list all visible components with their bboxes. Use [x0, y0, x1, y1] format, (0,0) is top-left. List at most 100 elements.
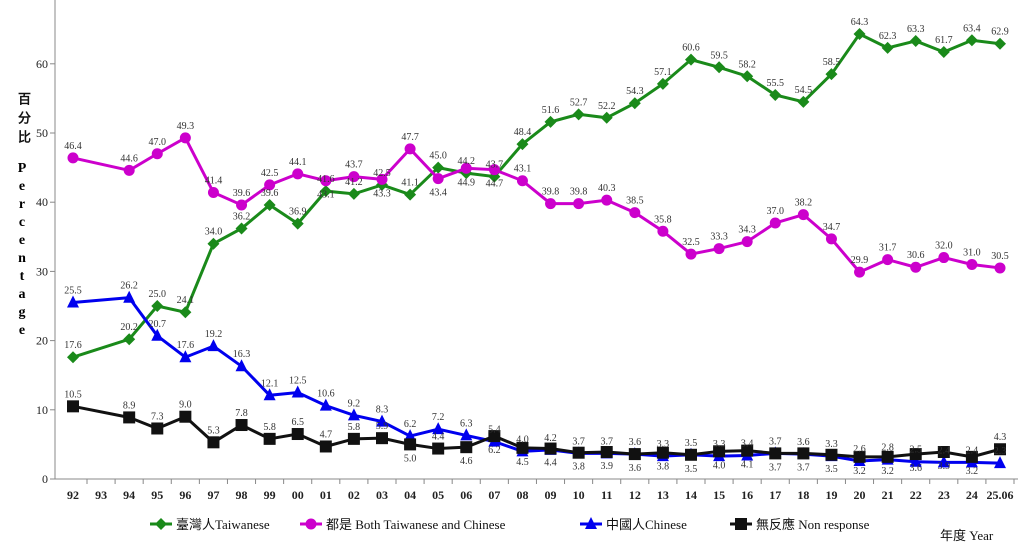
data-label: 4.0 — [713, 460, 726, 471]
data-point — [516, 138, 529, 151]
data-label: 4.1 — [741, 460, 754, 471]
y-axis-label-letter: e — [19, 323, 25, 338]
data-point — [601, 194, 613, 206]
data-label: 2.3 — [994, 446, 1007, 457]
data-label: 3.9 — [938, 461, 951, 472]
x-tick-label: 09 — [545, 488, 557, 502]
data-label: 39.6 — [261, 188, 279, 199]
data-label: 10.6 — [317, 389, 335, 400]
data-point — [657, 225, 669, 237]
data-point — [909, 448, 922, 461]
y-axis-label-letter: n — [18, 251, 26, 266]
data-point — [994, 37, 1006, 50]
data-point — [179, 306, 192, 319]
data-label: 47.7 — [401, 132, 419, 143]
data-label: 3.6 — [909, 463, 922, 474]
data-point — [797, 209, 809, 221]
data-label: 5.8 — [348, 422, 361, 433]
data-label: 3.8 — [572, 462, 585, 473]
data-label: 52.2 — [598, 101, 616, 112]
data-label: 59.5 — [710, 50, 728, 61]
y-axis-label-letter: t — [20, 269, 25, 284]
data-label: 41.4 — [205, 176, 223, 187]
data-label: 8.3 — [376, 405, 389, 416]
y-tick-label: 60 — [36, 57, 48, 71]
data-label: 2.4 — [966, 445, 979, 456]
data-label: 5.0 — [404, 453, 417, 464]
data-label: 7.2 — [432, 412, 445, 423]
x-tick-label: 22 — [910, 488, 922, 502]
data-label: 3.3 — [825, 439, 838, 450]
x-tick-label: 13 — [657, 488, 669, 502]
data-point — [797, 447, 810, 460]
data-label: 44.9 — [458, 177, 476, 188]
data-point — [769, 447, 782, 460]
data-label: 5.3 — [207, 425, 220, 436]
data-point — [545, 198, 557, 210]
data-label: 43.4 — [429, 188, 447, 199]
data-label: 31.0 — [963, 247, 981, 258]
data-label: 12.1 — [261, 378, 279, 389]
data-point — [319, 185, 332, 198]
data-label: 3.7 — [600, 436, 613, 447]
legend-item: 臺灣人Taiwanese — [150, 517, 270, 532]
x-tick-label: 00 — [292, 488, 304, 502]
series-3 — [67, 400, 1006, 463]
data-label: 3.9 — [600, 461, 613, 472]
data-label: 44.7 — [486, 179, 504, 190]
data-label: 3.8 — [657, 462, 670, 473]
data-label: 3.4 — [741, 438, 754, 449]
data-label: 40.3 — [598, 183, 616, 194]
data-point — [123, 290, 136, 303]
data-point — [656, 77, 669, 90]
data-label: 7.3 — [151, 411, 164, 422]
y-tick-label: 0 — [42, 472, 48, 486]
data-label: 36.2 — [233, 211, 251, 222]
data-point — [741, 236, 753, 248]
data-point — [123, 411, 136, 424]
data-label: 3.7 — [769, 436, 782, 447]
data-point — [404, 143, 416, 155]
data-point — [151, 422, 164, 435]
x-tick-label: 15 — [713, 488, 725, 502]
data-label: 47.0 — [149, 137, 167, 148]
data-label: 3.5 — [685, 464, 698, 475]
data-label: 3.5 — [825, 464, 838, 475]
data-point — [460, 428, 473, 441]
data-label: 48.4 — [514, 127, 532, 138]
data-label: 42.5 — [373, 168, 391, 179]
data-label: 2.6 — [853, 444, 866, 455]
data-label: 3.7 — [769, 462, 782, 473]
data-label: 54.3 — [626, 86, 644, 97]
data-point — [67, 152, 79, 164]
data-point — [572, 446, 585, 459]
data-point — [151, 148, 163, 160]
x-tick-label: 20 — [854, 488, 866, 502]
data-point — [516, 441, 529, 454]
data-label: 3.6 — [629, 437, 642, 448]
data-label: 17.6 — [64, 340, 82, 351]
data-label: 41.2 — [345, 177, 363, 188]
y-tick-label: 30 — [36, 264, 48, 278]
data-point — [236, 199, 248, 211]
data-point — [910, 261, 922, 273]
data-point — [628, 97, 641, 110]
data-label: 34.3 — [738, 225, 756, 236]
data-label: 61.7 — [935, 35, 953, 46]
data-label: 3.6 — [629, 463, 642, 474]
data-label: 3.2 — [853, 466, 866, 477]
x-tick-label: 92 — [67, 488, 79, 502]
data-point — [291, 428, 304, 441]
y-axis-label-letter: P — [18, 161, 27, 176]
data-point — [685, 248, 697, 260]
data-point — [713, 61, 726, 74]
data-label: 46.4 — [64, 141, 82, 152]
data-point — [713, 445, 726, 458]
data-point — [882, 254, 894, 266]
data-label: 52.7 — [570, 97, 588, 108]
data-label: 39.8 — [570, 187, 588, 198]
legend-marker — [585, 517, 597, 529]
data-point — [404, 188, 417, 201]
data-point — [825, 233, 837, 245]
